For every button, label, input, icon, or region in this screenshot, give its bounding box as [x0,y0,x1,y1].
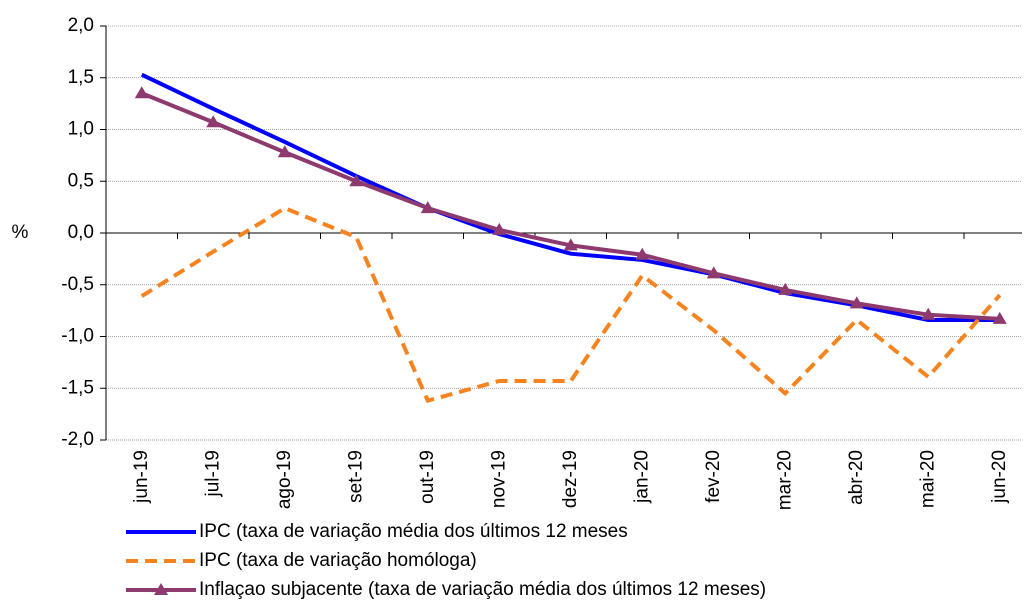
marker [420,201,435,214]
y-tick-label: -1,5 [61,377,94,398]
legend-label: IPC (taxa de variação média dos últimos … [199,521,628,542]
x-tick-label: mai-20 [917,450,938,508]
x-tick-label: dez-19 [560,450,581,508]
marker [921,307,936,320]
legend-marker [154,583,168,595]
y-tick-label: -1,0 [61,326,94,347]
x-tick-label: fev-20 [703,450,724,503]
marker [563,238,578,251]
marker [706,266,721,279]
x-tick-label: mar-20 [774,450,795,510]
marker [635,247,650,260]
x-tick-label: jul-19 [202,450,223,497]
legend-label: Inflaçao subjacente (taxa de variação mé… [199,579,766,600]
x-tick-label: set-19 [345,450,366,503]
marker [277,145,292,158]
marker [492,222,507,235]
y-axis-label: % [12,222,29,243]
y-tick-label: -0,5 [61,274,94,295]
x-tick-label: ago-19 [274,450,295,509]
marker [134,86,149,99]
marker [206,115,221,128]
marker [992,311,1007,324]
x-tick-label: jun-19 [131,450,152,504]
marker [778,282,793,295]
y-tick-label: 0,0 [68,222,94,243]
x-tick-label: nov-19 [488,450,509,508]
x-tick-label: jun-20 [989,450,1010,504]
y-tick-label: 1,0 [68,119,94,140]
x-tick-label: jan-20 [631,450,652,504]
legend-label: IPC (taxa de variação homóloga) [199,550,477,571]
y-tick-label: 2,0 [68,15,94,36]
series-line [140,72,1000,322]
y-tick-label: 0,5 [68,170,94,191]
x-tick-label: abr-20 [846,450,867,505]
marker [849,296,864,309]
y-tick-label: 1,5 [68,67,94,88]
marker [349,174,364,187]
x-tick-label: out-19 [417,450,438,504]
y-tick-label: -2,0 [61,429,94,450]
